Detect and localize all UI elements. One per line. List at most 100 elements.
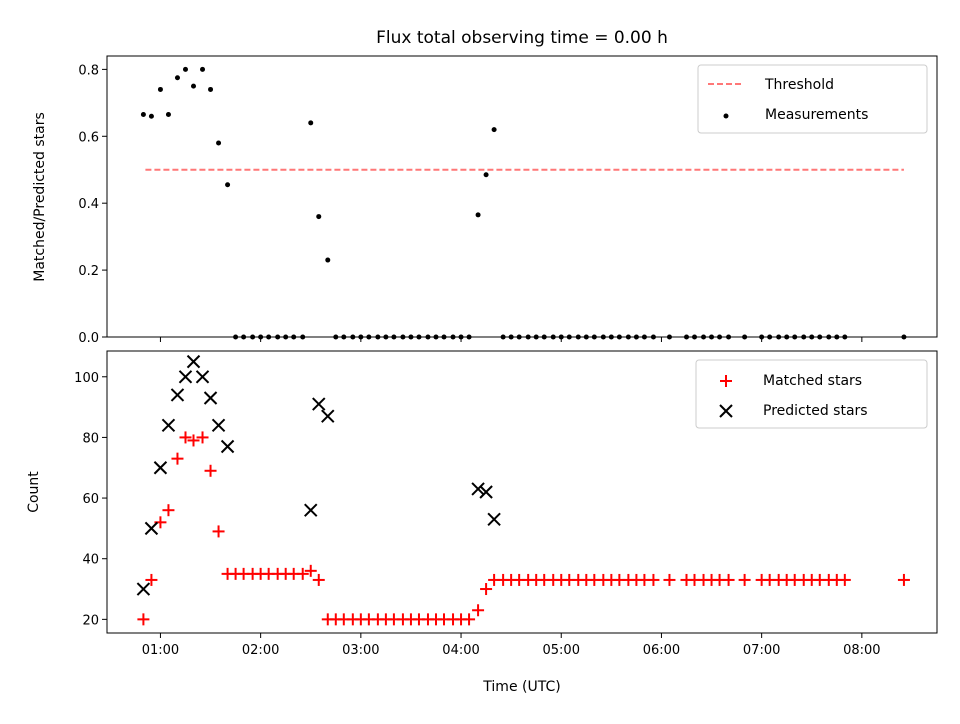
matched-stars-point xyxy=(296,567,309,580)
measurement-point xyxy=(450,334,456,340)
measurement-point xyxy=(641,334,647,340)
measurement-point xyxy=(826,334,832,340)
top-plot-frame xyxy=(106,55,938,338)
measurement-point xyxy=(366,334,372,340)
bottom-y-axis-label: Count xyxy=(26,471,42,513)
top-legend: Threshold Measurements xyxy=(697,64,928,134)
measurement-point xyxy=(316,214,322,220)
measurement-point xyxy=(275,334,281,340)
measurement-point xyxy=(717,334,723,340)
measurement-point xyxy=(400,334,406,340)
measurement-point xyxy=(525,334,531,340)
measurement-point xyxy=(516,334,522,340)
y-tick-label: 0.0 xyxy=(78,331,99,346)
measurement-point xyxy=(283,334,289,340)
measurement-point xyxy=(174,75,180,81)
matched-stars-point xyxy=(204,464,217,477)
matched-stars-point xyxy=(179,431,192,444)
measurement-point xyxy=(225,182,231,188)
predicted-stars-point xyxy=(203,391,218,405)
bottom-x-ticks: 01:00 02:00 03:00 04:00 05:00 06:00 07:00 08:00 xyxy=(142,633,881,658)
measurement-point xyxy=(500,334,506,340)
matched-stars-point xyxy=(738,573,751,586)
measurement-point xyxy=(148,113,154,119)
measurement-point xyxy=(483,172,489,178)
measurement-point xyxy=(491,127,497,133)
measurement-point xyxy=(475,212,481,218)
legend-threshold-label: Threshold xyxy=(764,77,834,93)
bottom-panel: 20 40 60 80 100 01:00 02:00 03:00 04:00 05:00 06:… xyxy=(26,350,938,695)
measurement-point xyxy=(250,334,256,340)
predicted-stars-point xyxy=(195,370,210,384)
y-tick-label: 80 xyxy=(82,431,99,446)
measurement-point xyxy=(817,334,823,340)
measurement-point xyxy=(650,334,656,340)
bottom-legend: Matched stars Predicted stars xyxy=(695,359,928,429)
matched-stars-point xyxy=(187,434,200,447)
matched-stars-point xyxy=(137,613,150,626)
y-tick-label: 60 xyxy=(82,492,99,507)
measurement-point xyxy=(784,334,790,340)
measurement-point xyxy=(801,334,807,340)
measurement-point xyxy=(666,334,672,340)
measurement-point xyxy=(633,334,639,340)
predicted-stars-point xyxy=(321,409,335,423)
measurement-point xyxy=(575,334,581,340)
y-tick-label: 0.8 xyxy=(78,63,99,78)
measurement-point xyxy=(341,334,347,340)
measurement-point xyxy=(616,334,622,340)
matched-stars-point xyxy=(304,564,317,577)
measurement-point xyxy=(550,334,556,340)
measurement-point xyxy=(742,334,748,340)
measurement-point xyxy=(583,334,589,340)
predicted-stars-point xyxy=(211,418,226,432)
x-tick-label: 08:00 xyxy=(843,643,880,658)
matched-stars-point xyxy=(463,613,476,626)
x-tick-label: 02:00 xyxy=(242,643,279,658)
x-tick-label: 01:00 xyxy=(142,643,179,658)
measurement-point xyxy=(383,334,389,340)
y-tick-label: 40 xyxy=(82,553,99,568)
measurement-point xyxy=(566,334,572,340)
matched-stars-point xyxy=(472,604,485,617)
measurement-point xyxy=(541,334,547,340)
predicted-stars-point xyxy=(136,582,151,596)
measurement-point xyxy=(441,334,447,340)
measurement-point xyxy=(216,140,222,146)
legend-matched-swatch xyxy=(720,375,732,387)
measurement-point xyxy=(834,334,840,340)
predicted-stars-point xyxy=(144,521,159,536)
bottom-legend-box xyxy=(695,359,928,429)
matched-stars-point xyxy=(196,431,209,444)
measurement-point xyxy=(333,334,339,340)
predicted-stars-point xyxy=(487,512,501,526)
measurement-point xyxy=(466,334,472,340)
matched-stars-point xyxy=(480,583,493,596)
measurement-point xyxy=(191,83,197,89)
matched-stars-point xyxy=(663,573,676,586)
measurement-point xyxy=(300,334,306,340)
legend-predicted-label: Predicted stars xyxy=(763,403,868,419)
measurement-point xyxy=(241,334,247,340)
measurement-point xyxy=(200,66,206,72)
x-tick-label: 04:00 xyxy=(442,643,479,658)
top-legend-box xyxy=(697,64,928,134)
matched-stars-point xyxy=(171,452,184,465)
top-panel: 0.00.20.40.60.8 Matched/Predicted stars … xyxy=(32,55,938,346)
measurement-point xyxy=(809,334,815,340)
predicted-stars-point xyxy=(312,397,326,411)
bottom-plot-marks xyxy=(136,354,910,626)
x-tick-label: 05:00 xyxy=(543,643,580,658)
measurement-point xyxy=(533,334,539,340)
measurement-point xyxy=(625,334,631,340)
measurement-point xyxy=(767,334,773,340)
predicted-stars-point xyxy=(153,461,168,475)
top-y-axis-label: Matched/Predicted stars xyxy=(32,112,48,282)
predicted-stars-point xyxy=(471,482,485,496)
bottom-plot-frame xyxy=(106,350,938,634)
measurement-point xyxy=(776,334,782,340)
y-tick-label: 100 xyxy=(74,371,99,386)
y-tick-label: 0.2 xyxy=(78,264,99,279)
matched-stars-point xyxy=(162,504,175,517)
